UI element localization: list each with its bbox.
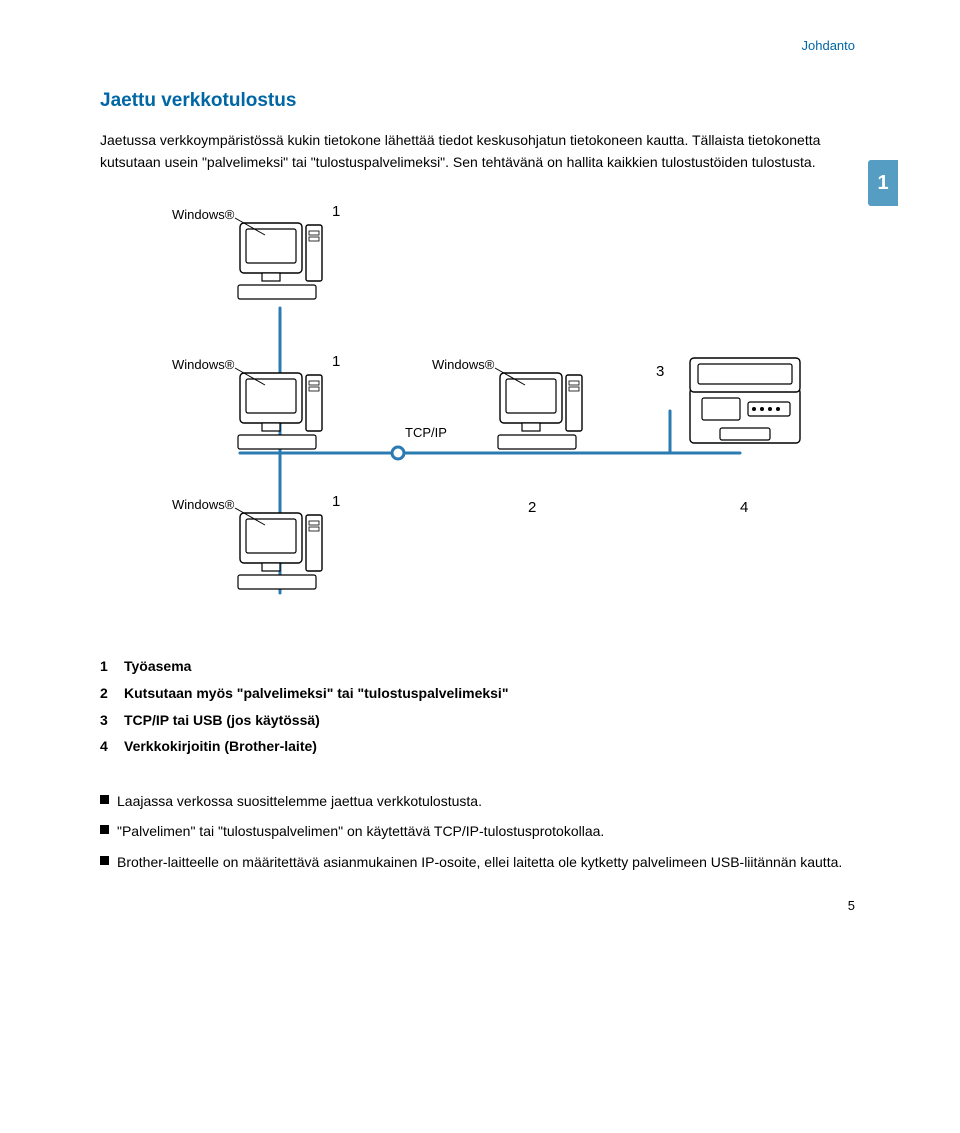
diagram-svg <box>100 193 860 633</box>
bullet-list: Laajassa verkossa suosittelemme jaettua … <box>100 790 860 873</box>
diagram-label-num-2: 2 <box>528 499 536 516</box>
legend-num: 4 <box>100 733 114 760</box>
bullet-item: Brother-laitteelle on määritettävä asian… <box>100 851 860 873</box>
legend-text: Verkkokirjoitin (Brother-laite) <box>124 733 317 760</box>
bullet-item: "Palvelimen" tai "tulostuspalvelimen" on… <box>100 820 860 842</box>
diagram-label-tcpip: TCP/IP <box>405 425 447 440</box>
legend-list: 1 Työasema 2 Kutsutaan myös "palvelimeks… <box>100 653 860 759</box>
bullet-item: Laajassa verkossa suosittelemme jaettua … <box>100 790 860 812</box>
bullet-text: Brother-laitteelle on määritettävä asian… <box>117 851 842 873</box>
diagram-label-windows-server: Windows® <box>432 357 494 372</box>
legend-text: Työasema <box>124 653 191 680</box>
legend-item: 2 Kutsutaan myös "palvelimeksi" tai "tul… <box>100 680 860 707</box>
section-heading: Jaettu verkkotulostus <box>100 90 860 112</box>
legend-num: 2 <box>100 680 114 707</box>
legend-num: 3 <box>100 707 114 734</box>
diagram-label-num-3: 3 <box>656 363 664 380</box>
bullet-text: "Palvelimen" tai "tulostuspalvelimen" on… <box>117 820 604 842</box>
diagram-label-windows-1: Windows® <box>172 207 234 222</box>
diagram-label-windows-2: Windows® <box>172 357 234 372</box>
square-bullet-icon <box>100 825 109 834</box>
legend-item: 1 Työasema <box>100 653 860 680</box>
legend-text: Kutsutaan myös "palvelimeksi" tai "tulos… <box>124 680 508 707</box>
diagram-label-num-4: 4 <box>740 499 748 516</box>
legend-text: TCP/IP tai USB (jos käytössä) <box>124 707 320 734</box>
legend-item: 3 TCP/IP tai USB (jos käytössä) <box>100 707 860 734</box>
diagram-label-num-1a: 1 <box>332 203 340 220</box>
diagram-label-num-1b: 1 <box>332 353 340 370</box>
network-diagram: Windows® 1 Windows® 1 Windows® TCP/IP 3 … <box>100 193 860 633</box>
legend-num: 1 <box>100 653 114 680</box>
page: Johdanto 1 Jaettu verkkotulostus Jaetuss… <box>0 0 960 941</box>
square-bullet-icon <box>100 795 109 804</box>
diagram-label-windows-3: Windows® <box>172 497 234 512</box>
page-number: 5 <box>848 898 855 913</box>
legend-item: 4 Verkkokirjoitin (Brother-laite) <box>100 733 860 760</box>
header-right: Johdanto <box>802 38 856 53</box>
square-bullet-icon <box>100 856 109 865</box>
section-tab: 1 <box>868 160 898 206</box>
intro-paragraph: Jaetussa verkkoympäristössä kukin tietok… <box>100 130 860 173</box>
bullet-text: Laajassa verkossa suosittelemme jaettua … <box>117 790 482 812</box>
diagram-label-num-1c: 1 <box>332 493 340 510</box>
